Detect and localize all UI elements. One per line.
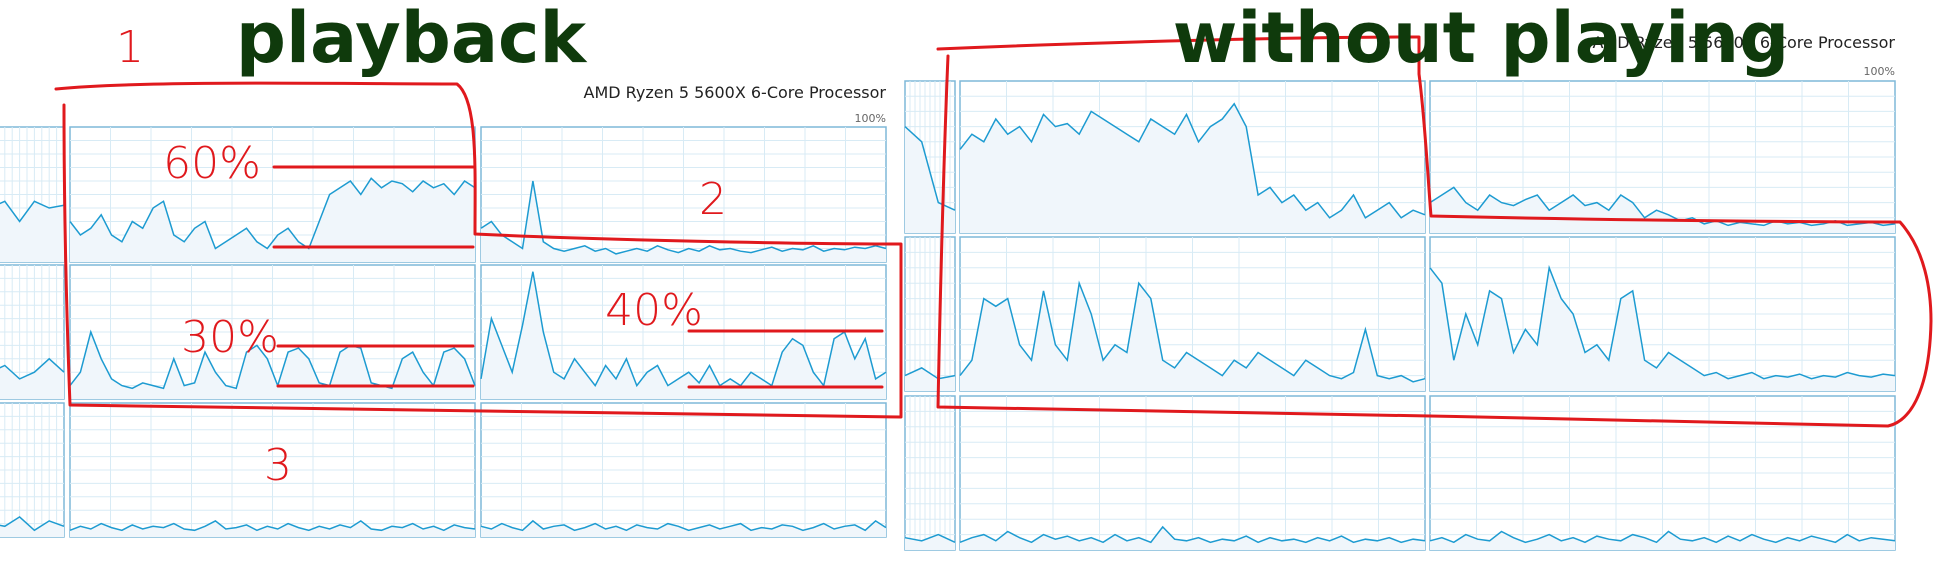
cpu-line bbox=[1429, 186, 1896, 227]
cpu-line bbox=[959, 102, 1426, 219]
processor-title: AMD Ryzen 5 5600X 6-Core Processor bbox=[1593, 33, 1896, 52]
cpu-line bbox=[1429, 530, 1896, 544]
cpu-line bbox=[69, 177, 476, 250]
cpu-graph bbox=[959, 395, 1426, 551]
cpu-graph bbox=[1429, 236, 1896, 392]
cpu-line bbox=[480, 271, 887, 388]
cpu-graph bbox=[0, 264, 65, 400]
max-label: 100% bbox=[855, 112, 886, 125]
annotation: 60% bbox=[163, 138, 261, 189]
cpu-graph bbox=[959, 80, 1426, 234]
cpu-area bbox=[960, 526, 1425, 550]
cpu-graph bbox=[0, 126, 65, 263]
cpu-graph bbox=[69, 126, 476, 263]
annotation: 40% bbox=[605, 285, 703, 336]
cpu-line bbox=[959, 525, 1426, 544]
cpu-line bbox=[480, 519, 887, 532]
cpu-area bbox=[70, 178, 475, 262]
cpu-graph bbox=[1429, 395, 1896, 551]
cpu-graph bbox=[904, 236, 956, 392]
cpu-area bbox=[481, 181, 886, 262]
cpu-graph bbox=[480, 402, 887, 538]
cpu-line bbox=[69, 329, 476, 390]
cpu-graph bbox=[1429, 80, 1896, 234]
annotation: 3 bbox=[264, 440, 292, 491]
cpu-area bbox=[1430, 267, 1895, 391]
annotation: 30% bbox=[181, 312, 279, 363]
cpu-line bbox=[904, 367, 956, 380]
cpu-area bbox=[905, 534, 955, 550]
cpu-line bbox=[0, 200, 65, 223]
annotation: 1 bbox=[116, 22, 144, 73]
cpu-line bbox=[480, 180, 887, 255]
cpu-line bbox=[959, 280, 1426, 383]
heading: without playing bbox=[1173, 0, 1789, 79]
cpu-graph bbox=[69, 264, 476, 400]
annotations: 1 60% 2 30% 40% 3 bbox=[54, 22, 1933, 491]
cpu-area bbox=[0, 201, 64, 262]
red-outline bbox=[936, 35, 1933, 428]
cpu-graph bbox=[904, 395, 956, 551]
cpu-area bbox=[960, 103, 1425, 233]
cpu-line bbox=[0, 515, 65, 532]
cpu-area bbox=[905, 367, 955, 391]
heading: playback bbox=[236, 0, 588, 79]
max-label: 100% bbox=[1864, 65, 1895, 78]
cpu-area bbox=[0, 358, 64, 399]
graph-panels bbox=[0, 80, 1896, 551]
cpu-line bbox=[904, 533, 956, 543]
red-outline bbox=[54, 81, 903, 419]
cpu-line bbox=[904, 126, 956, 211]
cpu-area bbox=[481, 271, 886, 399]
cpu-line bbox=[1429, 264, 1896, 380]
cpu-graph bbox=[0, 402, 65, 538]
cpu-graph bbox=[480, 264, 887, 400]
cpu-line bbox=[69, 519, 476, 532]
processor-title: AMD Ryzen 5 5600X 6-Core Processor bbox=[584, 83, 887, 102]
annotation: 2 bbox=[699, 174, 727, 225]
cpu-area bbox=[70, 332, 475, 399]
cpu-graph bbox=[959, 236, 1426, 392]
cpu-graph bbox=[69, 402, 476, 538]
cpu-area bbox=[960, 283, 1425, 391]
cpu-line bbox=[0, 357, 65, 380]
